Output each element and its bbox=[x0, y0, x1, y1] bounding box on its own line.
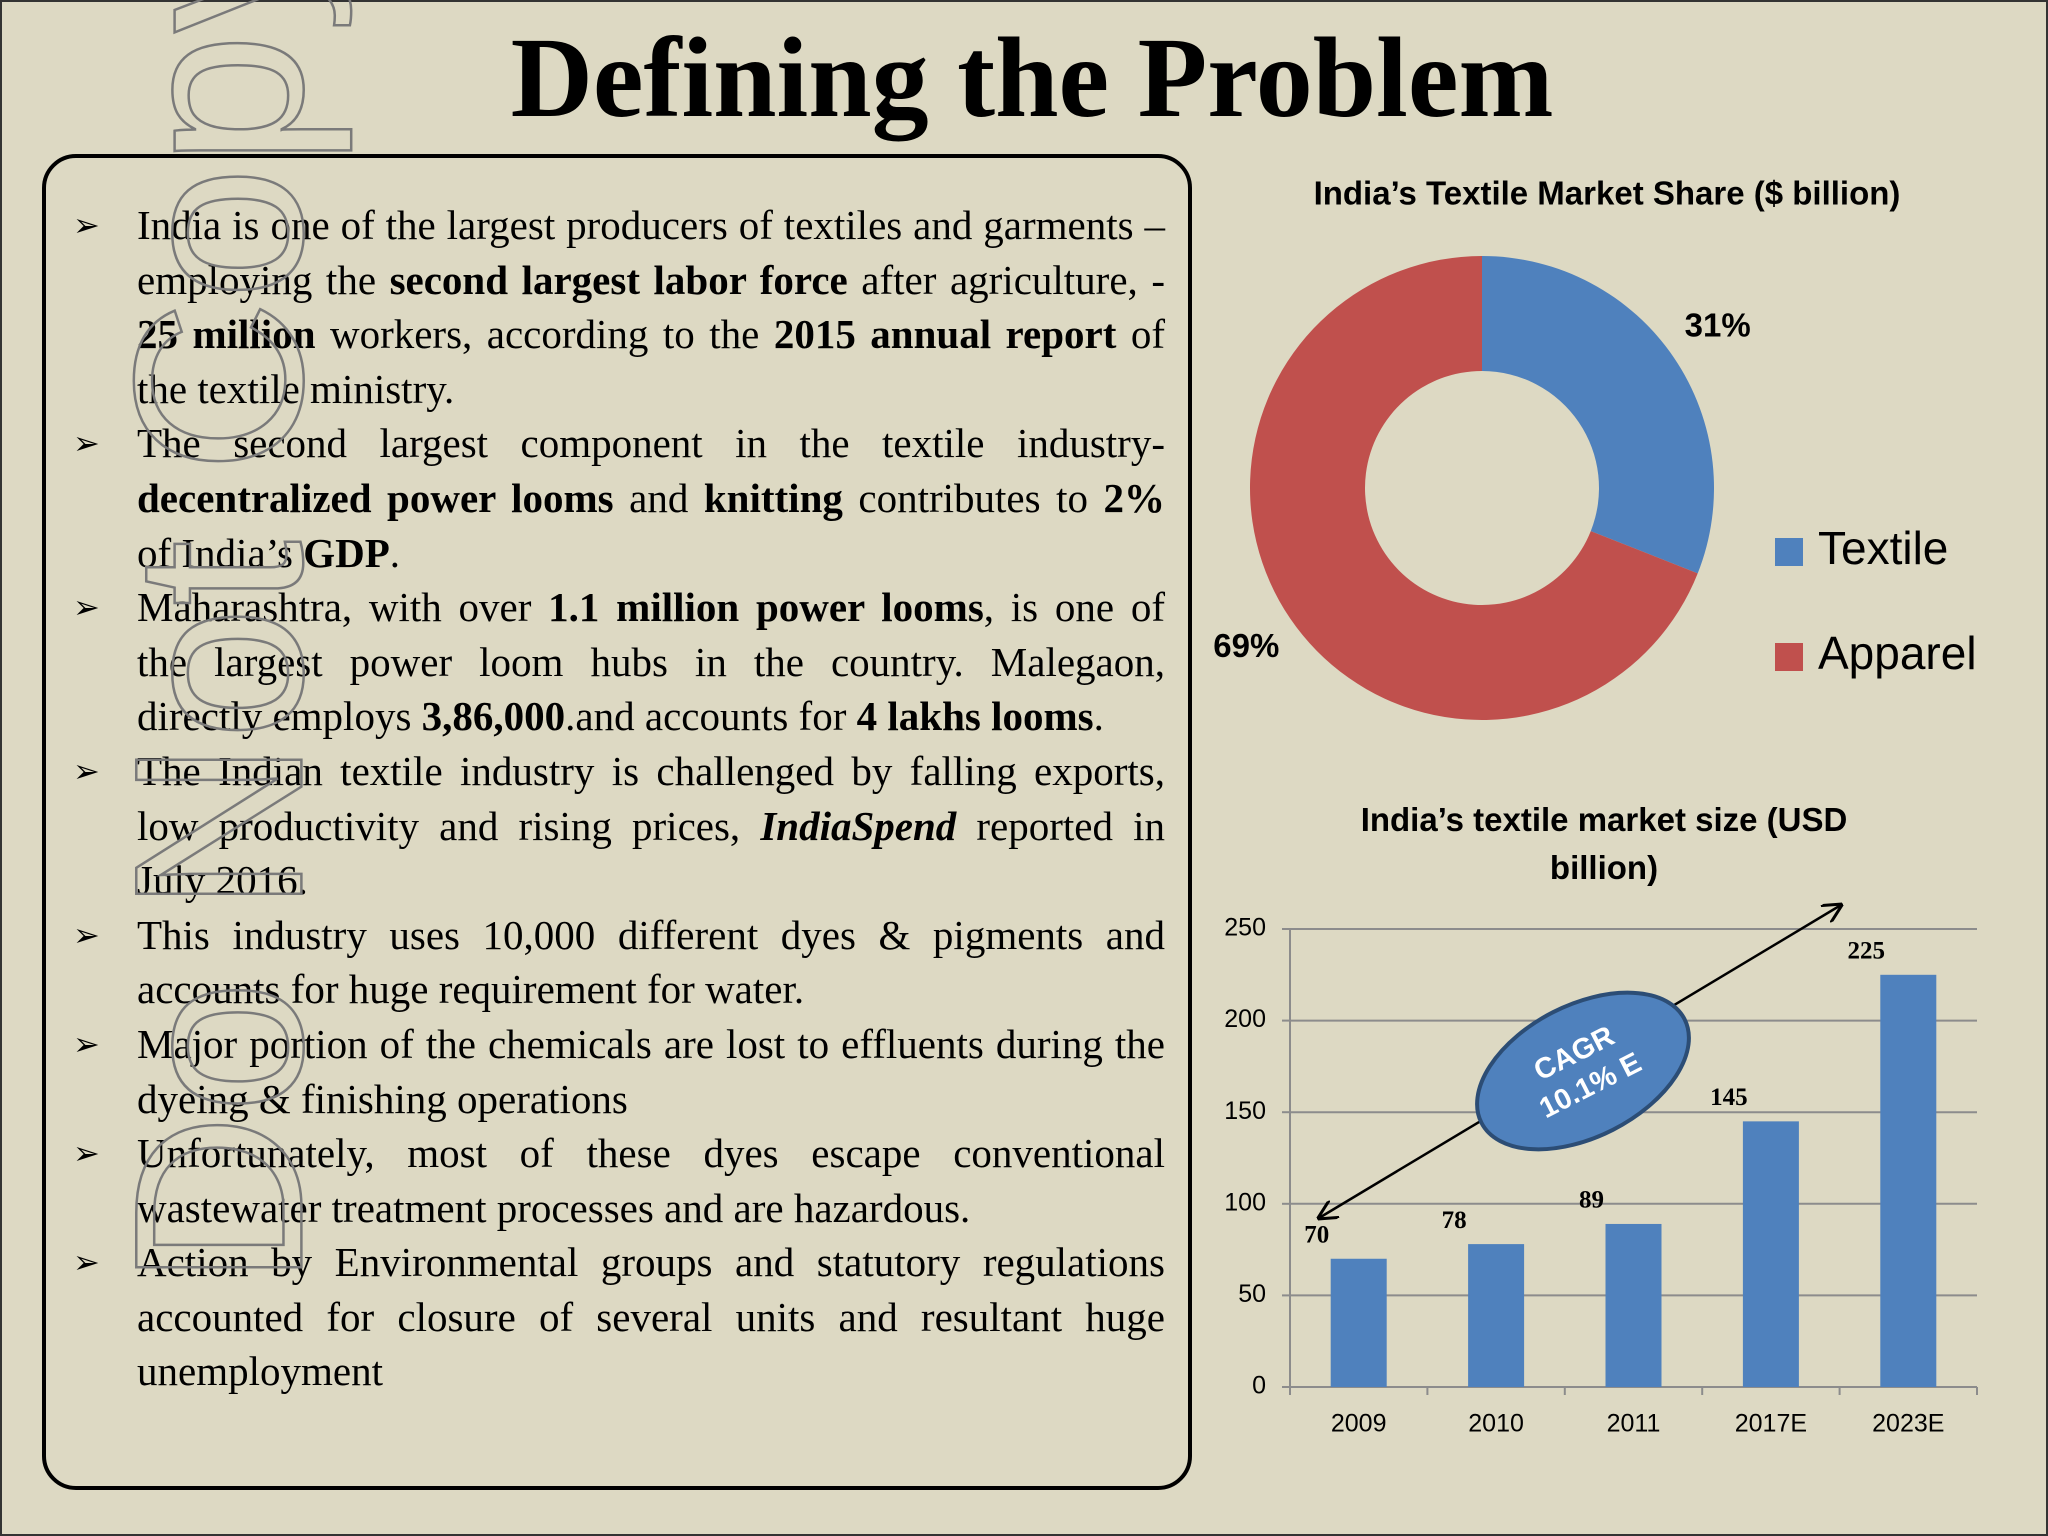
bullet-text: The Indian textile industry is challenge… bbox=[137, 747, 1165, 849]
bullet-text: Major portion of the chemicals are lost … bbox=[137, 1020, 1165, 1122]
bullet: Major portion of the chemicals are lost … bbox=[73, 1017, 1165, 1126]
slide-title: Defining the Problem bbox=[510, 14, 1554, 141]
bullet: Unfortunately, most of these dyes escape… bbox=[73, 1126, 1165, 1235]
bullet-text: reported in July 2016. bbox=[137, 802, 1166, 904]
bullet-text: of India’s bbox=[137, 529, 304, 576]
watermark: Do Not Copy bbox=[84, 0, 352, 1287]
data-label: 31% bbox=[1685, 307, 1751, 344]
chart-title: India’s Textile Market Share ($ billion) bbox=[1314, 175, 1901, 212]
bullet-text: Unfortunately, most of these dyes escape… bbox=[137, 1130, 1165, 1231]
bullet: The second largest component in the text… bbox=[73, 416, 1166, 580]
legend-label: Apparel bbox=[1818, 627, 1977, 679]
bar bbox=[1605, 1223, 1662, 1387]
bullet-text: .and accounts for bbox=[565, 693, 857, 740]
donut-slice bbox=[1482, 256, 1714, 574]
bar bbox=[1330, 1258, 1387, 1387]
bullet-text: decentralized power looms bbox=[137, 474, 614, 521]
bullet-text: India is one of the largest producers of… bbox=[137, 202, 1165, 303]
data-label: 225 bbox=[1848, 938, 1886, 965]
legend-swatch bbox=[1775, 643, 1803, 671]
x-tick-label: 2011 bbox=[1607, 1410, 1661, 1438]
bullet-text: . bbox=[389, 529, 401, 576]
x-tick-label: 2009 bbox=[1331, 1410, 1387, 1438]
bullet-list: India is one of the largest producers of… bbox=[73, 198, 1166, 1399]
bullet-text: 2% bbox=[1103, 474, 1166, 521]
bullet-text: Maharashtra, with over bbox=[137, 584, 549, 631]
bullet-text: and bbox=[613, 474, 704, 521]
bullet: The Indian textile industry is challenge… bbox=[73, 744, 1166, 908]
bullet-text: The second largest component in the text… bbox=[137, 420, 1165, 467]
data-label: 70 bbox=[1304, 1221, 1329, 1248]
bar bbox=[1742, 1121, 1799, 1387]
bullet: India is one of the largest producers of… bbox=[73, 198, 1166, 416]
cagr-ellipse bbox=[1475, 990, 1691, 1152]
x-tick-label: 2023E bbox=[1872, 1410, 1944, 1438]
bullet-text: 1.1 million power looms bbox=[548, 584, 984, 631]
bullet-text: 2015 annual report bbox=[773, 311, 1117, 358]
y-tick-label: 150 bbox=[1224, 1097, 1266, 1125]
bullet-text: IndiaSpend bbox=[760, 802, 957, 849]
bullet-text: of the textile ministry. bbox=[137, 311, 1166, 412]
bullet-text: second largest labor force bbox=[389, 256, 848, 303]
bullet-text: after agriculture, - bbox=[847, 256, 1165, 303]
y-tick-label: 50 bbox=[1238, 1280, 1266, 1308]
y-tick-label: 100 bbox=[1224, 1188, 1266, 1216]
data-label: 89 bbox=[1579, 1187, 1604, 1214]
bullet-text: contributes to bbox=[842, 474, 1104, 521]
bar bbox=[1468, 1244, 1525, 1387]
bullet-text: GDP bbox=[303, 529, 390, 576]
y-tick-label: 200 bbox=[1224, 1005, 1266, 1033]
bullet-text: This industry uses 10,000 different dyes… bbox=[137, 911, 1165, 1013]
bullet: This industry uses 10,000 different dyes… bbox=[73, 908, 1165, 1017]
y-tick-label: 250 bbox=[1224, 914, 1266, 942]
legend-swatch bbox=[1775, 538, 1803, 566]
bullet-text: , is one of the largest power loom hubs … bbox=[137, 584, 1165, 740]
data-label: 69% bbox=[1213, 627, 1279, 664]
x-tick-label: 2017E bbox=[1735, 1410, 1807, 1438]
bullet: Maharashtra, with over 1.1 million power… bbox=[73, 580, 1165, 744]
legend-label: Textile bbox=[1818, 522, 1948, 574]
bar bbox=[1880, 974, 1937, 1387]
bullet-text: 3,86,000 bbox=[421, 693, 566, 740]
bullet-text: 25 million bbox=[137, 311, 316, 358]
bullet-text: Action by Environmental groups and statu… bbox=[137, 1239, 1165, 1395]
bullet-text: . bbox=[1093, 693, 1104, 740]
data-label: 145 bbox=[1710, 1084, 1748, 1111]
y-tick-label: 0 bbox=[1252, 1372, 1266, 1400]
bullet-text: knitting bbox=[703, 474, 843, 521]
data-label: 78 bbox=[1442, 1207, 1467, 1234]
bullet-text: 4 lakhs looms bbox=[856, 693, 1094, 740]
x-tick-label: 2010 bbox=[1468, 1410, 1524, 1438]
text-box bbox=[42, 154, 1192, 1490]
bullet: Action by Environmental groups and statu… bbox=[73, 1235, 1165, 1399]
chart-title: India’s textile market size (USD billion… bbox=[1360, 801, 1848, 886]
donut-slice bbox=[1250, 256, 1698, 720]
bullet-text: workers, according to the bbox=[315, 311, 774, 358]
